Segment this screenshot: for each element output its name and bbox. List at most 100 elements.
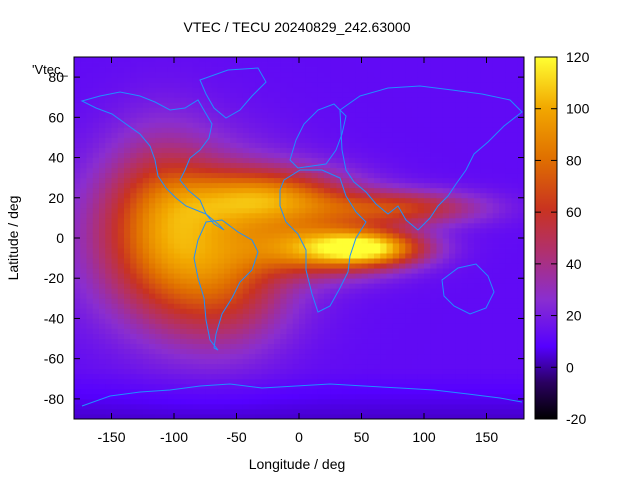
heatmap-cell <box>255 368 262 375</box>
heatmap-cell <box>92 373 100 380</box>
heatmap-cell <box>499 363 506 370</box>
heatmap-cell <box>405 328 412 334</box>
heatmap-cell <box>280 318 287 324</box>
heatmap-cell <box>236 238 244 244</box>
heatmap-cell <box>467 132 475 138</box>
heatmap-cell <box>174 222 181 229</box>
heatmap-cell <box>380 197 387 204</box>
heatmap-cell <box>299 318 306 324</box>
heatmap-cell <box>330 303 337 309</box>
heatmap-cell <box>342 132 350 138</box>
heatmap-cell <box>455 258 462 264</box>
heatmap-cell <box>99 338 106 344</box>
heatmap-cell <box>199 172 206 179</box>
heatmap-cell <box>261 393 269 400</box>
heatmap-cell <box>142 87 150 93</box>
heatmap-cell <box>517 182 525 189</box>
heatmap-cell <box>336 127 344 133</box>
heatmap-cell <box>286 238 294 244</box>
heatmap-cell <box>386 122 394 128</box>
heatmap-cell <box>330 258 337 264</box>
heatmap-cell <box>155 373 162 380</box>
heatmap-cell <box>155 192 162 199</box>
heatmap-cell <box>149 288 156 294</box>
heatmap-cell <box>305 308 312 314</box>
heatmap-cell <box>149 358 156 365</box>
heatmap-cell <box>192 368 200 375</box>
heatmap-cell <box>186 318 194 324</box>
heatmap-cell <box>330 142 337 148</box>
heatmap-cell <box>274 167 281 174</box>
heatmap-cell <box>255 378 262 385</box>
heatmap-cell <box>174 187 181 194</box>
heatmap-cell <box>305 378 312 385</box>
heatmap-cell <box>424 293 431 299</box>
heatmap-cell <box>474 147 481 153</box>
heatmap-cell <box>255 132 262 138</box>
heatmap-cell <box>199 263 206 269</box>
heatmap-cell <box>330 227 337 234</box>
heatmap-cell <box>492 348 500 355</box>
heatmap-cell <box>330 348 337 355</box>
heatmap-cell <box>299 398 306 405</box>
heatmap-cell <box>324 117 331 123</box>
heatmap-cell <box>361 227 369 234</box>
heatmap-cell <box>299 408 306 415</box>
heatmap-cell <box>405 92 412 98</box>
heatmap-cell <box>224 373 231 380</box>
heatmap-cell <box>374 258 381 264</box>
heatmap-cell <box>455 92 462 98</box>
heatmap-cell <box>217 212 225 219</box>
heatmap-cell <box>261 117 269 123</box>
heatmap-cell <box>349 192 356 199</box>
heatmap-cell <box>286 232 294 239</box>
heatmap-cell <box>242 207 250 214</box>
heatmap-cell <box>136 353 144 360</box>
heatmap-cell <box>449 187 456 194</box>
heatmap-cell <box>392 132 400 138</box>
heatmap-cell <box>505 207 512 214</box>
heatmap-cell <box>142 67 150 73</box>
heatmap-cell <box>511 97 519 103</box>
heatmap-cell <box>186 333 194 339</box>
heatmap-cell <box>449 298 456 304</box>
heatmap-cell <box>467 137 475 143</box>
heatmap-cell <box>161 82 169 88</box>
heatmap-cell <box>505 182 512 189</box>
heatmap-cell <box>99 222 106 229</box>
heatmap-cell <box>186 373 194 380</box>
heatmap-cell <box>205 217 212 224</box>
heatmap-cell <box>180 112 187 118</box>
heatmap-cell <box>80 167 87 174</box>
heatmap-cell <box>424 348 431 355</box>
heatmap-cell <box>430 253 437 259</box>
heatmap-cell <box>467 102 475 108</box>
heatmap-cell <box>261 378 269 385</box>
heatmap-cell <box>424 273 431 279</box>
heatmap-cell <box>330 343 337 350</box>
heatmap-cell <box>86 147 94 153</box>
heatmap-cell <box>292 378 300 385</box>
heatmap-cell <box>280 293 287 299</box>
heatmap-cell <box>311 288 319 294</box>
heatmap-cell <box>517 207 525 214</box>
heatmap-cell <box>317 268 325 274</box>
heatmap-cell <box>461 122 469 128</box>
heatmap-cell <box>267 313 275 319</box>
heatmap-cell <box>74 278 81 284</box>
heatmap-cell <box>136 182 144 189</box>
heatmap-cell <box>511 232 519 239</box>
heatmap-cell <box>211 318 219 324</box>
heatmap-cell <box>224 192 231 199</box>
heatmap-cell <box>74 107 81 113</box>
heatmap-cell <box>455 268 462 274</box>
heatmap-cell <box>474 378 481 385</box>
heatmap-cell <box>224 398 231 405</box>
heatmap-cell <box>517 162 525 169</box>
heatmap-cell <box>392 323 400 329</box>
heatmap-cell <box>242 67 250 73</box>
heatmap-cell <box>236 373 244 380</box>
heatmap-cell <box>361 333 369 339</box>
heatmap-cell <box>74 353 81 360</box>
heatmap-cell <box>342 112 350 118</box>
